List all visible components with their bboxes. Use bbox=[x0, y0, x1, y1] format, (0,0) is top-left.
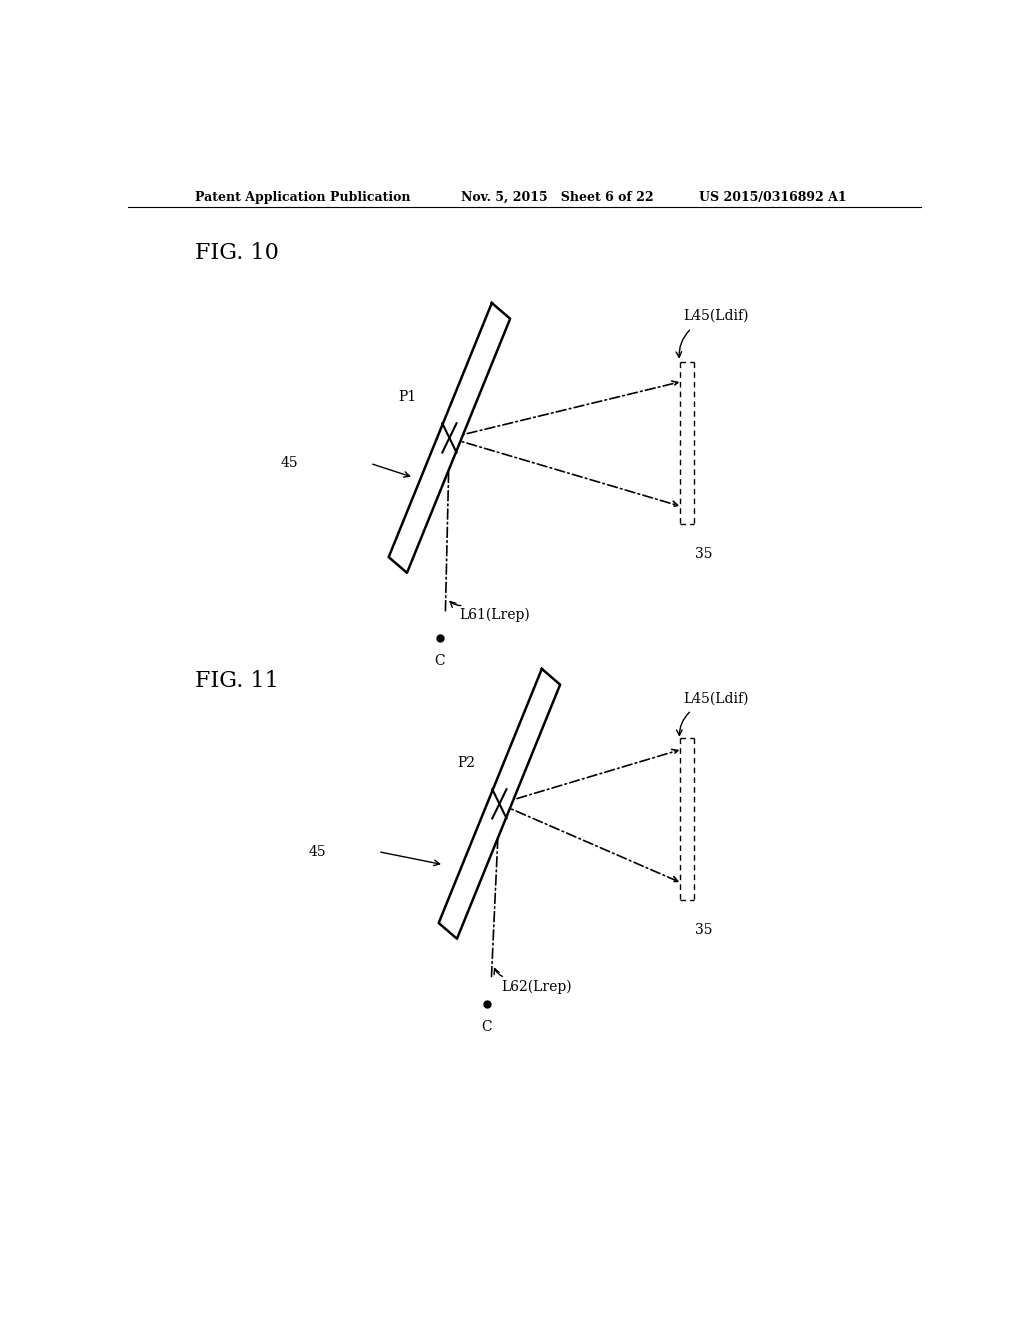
Text: FIG. 11: FIG. 11 bbox=[196, 669, 280, 692]
Text: 45: 45 bbox=[309, 845, 327, 858]
Text: C: C bbox=[481, 1020, 492, 1035]
Polygon shape bbox=[389, 304, 510, 573]
Text: Patent Application Publication: Patent Application Publication bbox=[196, 190, 411, 203]
Text: P1: P1 bbox=[397, 391, 416, 404]
Text: Nov. 5, 2015   Sheet 6 of 22: Nov. 5, 2015 Sheet 6 of 22 bbox=[461, 190, 654, 203]
Text: P2: P2 bbox=[458, 756, 475, 771]
Text: C: C bbox=[434, 655, 445, 668]
Text: 35: 35 bbox=[694, 923, 712, 937]
Text: L45(Ldif): L45(Ldif) bbox=[684, 309, 749, 323]
Text: L61(Lrep): L61(Lrep) bbox=[460, 607, 530, 622]
Polygon shape bbox=[438, 669, 560, 939]
Text: L62(Lrep): L62(Lrep) bbox=[501, 979, 571, 994]
Text: US 2015/0316892 A1: US 2015/0316892 A1 bbox=[699, 190, 847, 203]
Text: 35: 35 bbox=[694, 546, 712, 561]
Text: 45: 45 bbox=[281, 457, 298, 470]
Text: L45(Ldif): L45(Ldif) bbox=[684, 692, 749, 705]
Text: FIG. 10: FIG. 10 bbox=[196, 242, 280, 264]
